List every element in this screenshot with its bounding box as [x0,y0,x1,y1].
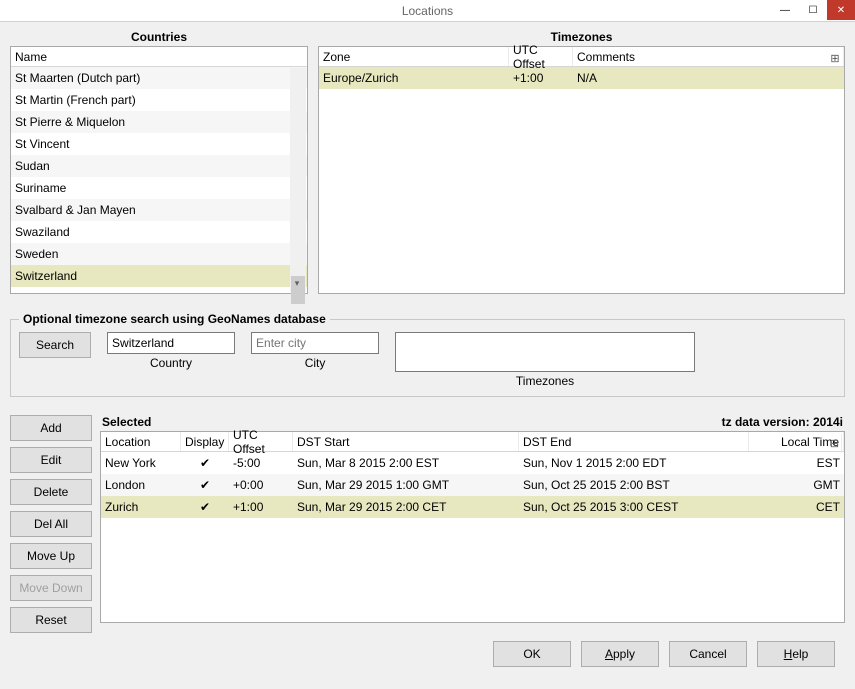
delall-button[interactable]: Del All [10,511,92,537]
country-name: Switzerland [11,269,307,283]
selected-row[interactable]: London✔+0:00Sun, Mar 29 2015 1:00 GMTSun… [101,474,844,496]
sel-location: London [101,478,181,492]
tz-result-box[interactable] [395,332,695,372]
movedown-button[interactable]: Move Down [10,575,92,601]
sel-localtime: CET [749,500,844,514]
sel-display-check[interactable]: ✔ [181,456,229,470]
tz-zone: Europe/Zurich [319,71,509,85]
country-row[interactable]: St Maarten (Dutch part) [11,67,307,89]
tz-col-comments[interactable]: Comments [573,47,844,66]
countries-header: Countries [10,30,308,46]
close-button[interactable]: ✕ [827,0,855,20]
window-title: Locations [402,4,453,18]
column-config-icon[interactable]: ⊞ [828,49,842,68]
sel-localtime: GMT [749,478,844,492]
sel-display-check[interactable]: ✔ [181,478,229,492]
selected-row[interactable]: Zurich✔+1:00Sun, Mar 29 2015 2:00 CETSun… [101,496,844,518]
country-row[interactable]: St Vincent [11,133,307,155]
country-row[interactable]: Suriname [11,177,307,199]
tz-comments: N/A [573,71,844,85]
add-button[interactable]: Add [10,415,92,441]
sel-col-offset[interactable]: UTC Offset [229,432,293,451]
country-row[interactable]: Switzerland [11,265,307,287]
sel-dststart: Sun, Mar 8 2015 2:00 EST [293,456,519,470]
ok-button[interactable]: OK [493,641,571,667]
sel-column-config-icon[interactable]: ⊞ [828,434,842,453]
sel-dststart: Sun, Mar 29 2015 2:00 CET [293,500,519,514]
city-label: City [305,356,326,370]
country-label: Country [150,356,192,370]
city-input[interactable] [251,332,379,354]
sel-dststart: Sun, Mar 29 2015 1:00 GMT [293,478,519,492]
countries-listbox[interactable]: Name St Maarten (Dutch part) St Martin (F… [10,46,308,294]
selected-label: Selected [102,415,151,429]
country-name: Svalbard & Jan Mayen [11,203,307,217]
sel-offset: -5:00 [229,456,293,470]
title-bar: Locations — ☐ ✕ [0,0,855,22]
country-row[interactable]: St Martin (French part) [11,89,307,111]
sel-dstend: Sun, Oct 25 2015 3:00 CEST [519,500,749,514]
sel-col-display[interactable]: Display [181,432,229,451]
tz-col-zone[interactable]: Zone [319,47,509,66]
cancel-button[interactable]: Cancel [669,641,747,667]
timezones-listbox[interactable]: Zone UTC Offset Comments ⊞ Europe/Zurich… [318,46,845,294]
sel-offset: +1:00 [229,500,293,514]
sel-col-dstend[interactable]: DST End [519,432,749,451]
country-row[interactable]: Sudan [11,155,307,177]
window-buttons: — ☐ ✕ [771,0,855,20]
search-button[interactable]: Search [19,332,91,358]
minimize-button[interactable]: — [771,0,799,20]
maximize-button[interactable]: ☐ [799,0,827,20]
country-name: St Pierre & Miquelon [11,115,307,129]
reset-button[interactable]: Reset [10,607,92,633]
sel-offset: +0:00 [229,478,293,492]
country-row[interactable]: Sweden [11,243,307,265]
tz-col-offset[interactable]: UTC Offset [509,47,573,66]
selected-listbox[interactable]: Location Display UTC Offset DST Start DS… [100,431,845,623]
sel-col-dststart[interactable]: DST Start [293,432,519,451]
country-row[interactable]: St Pierre & Miquelon [11,111,307,133]
country-input[interactable] [107,332,235,354]
help-button[interactable]: Help [757,641,835,667]
moveup-button[interactable]: Move Up [10,543,92,569]
sel-dstend: Sun, Oct 25 2015 2:00 BST [519,478,749,492]
sel-display-check[interactable]: ✔ [181,500,229,514]
timezones-header: Timezones [318,30,845,46]
sel-col-location[interactable]: Location [101,432,181,451]
sel-location: New York [101,456,181,470]
country-name: Sudan [11,159,307,173]
country-row[interactable]: Swaziland [11,221,307,243]
country-name: St Maarten (Dutch part) [11,71,307,85]
search-group: Optional timezone search using GeoNames … [10,312,845,397]
search-legend: Optional timezone search using GeoNames … [19,312,330,326]
timezone-row[interactable]: Europe/Zurich+1:00N/A [319,67,844,89]
countries-col-name[interactable]: Name [11,47,307,66]
sel-localtime: EST [749,456,844,470]
country-name: St Vincent [11,137,307,151]
apply-button[interactable]: Apply [581,641,659,667]
selected-row[interactable]: New York✔-5:00Sun, Mar 8 2015 2:00 ESTSu… [101,452,844,474]
tz-data-version: tz data version: 2014i [722,415,843,429]
sel-dstend: Sun, Nov 1 2015 2:00 EDT [519,456,749,470]
countries-scrollbar[interactable]: ▾ [290,68,306,292]
tz-offset: +1:00 [509,71,573,85]
scroll-down-icon[interactable]: ▾ [289,275,305,291]
delete-button[interactable]: Delete [10,479,92,505]
country-name: Suriname [11,181,307,195]
country-name: St Martin (French part) [11,93,307,107]
country-row[interactable]: Svalbard & Jan Mayen [11,199,307,221]
country-name: Swaziland [11,225,307,239]
edit-button[interactable]: Edit [10,447,92,473]
sel-location: Zurich [101,500,181,514]
tz-result-label: Timezones [516,374,574,388]
country-name: Sweden [11,247,307,261]
